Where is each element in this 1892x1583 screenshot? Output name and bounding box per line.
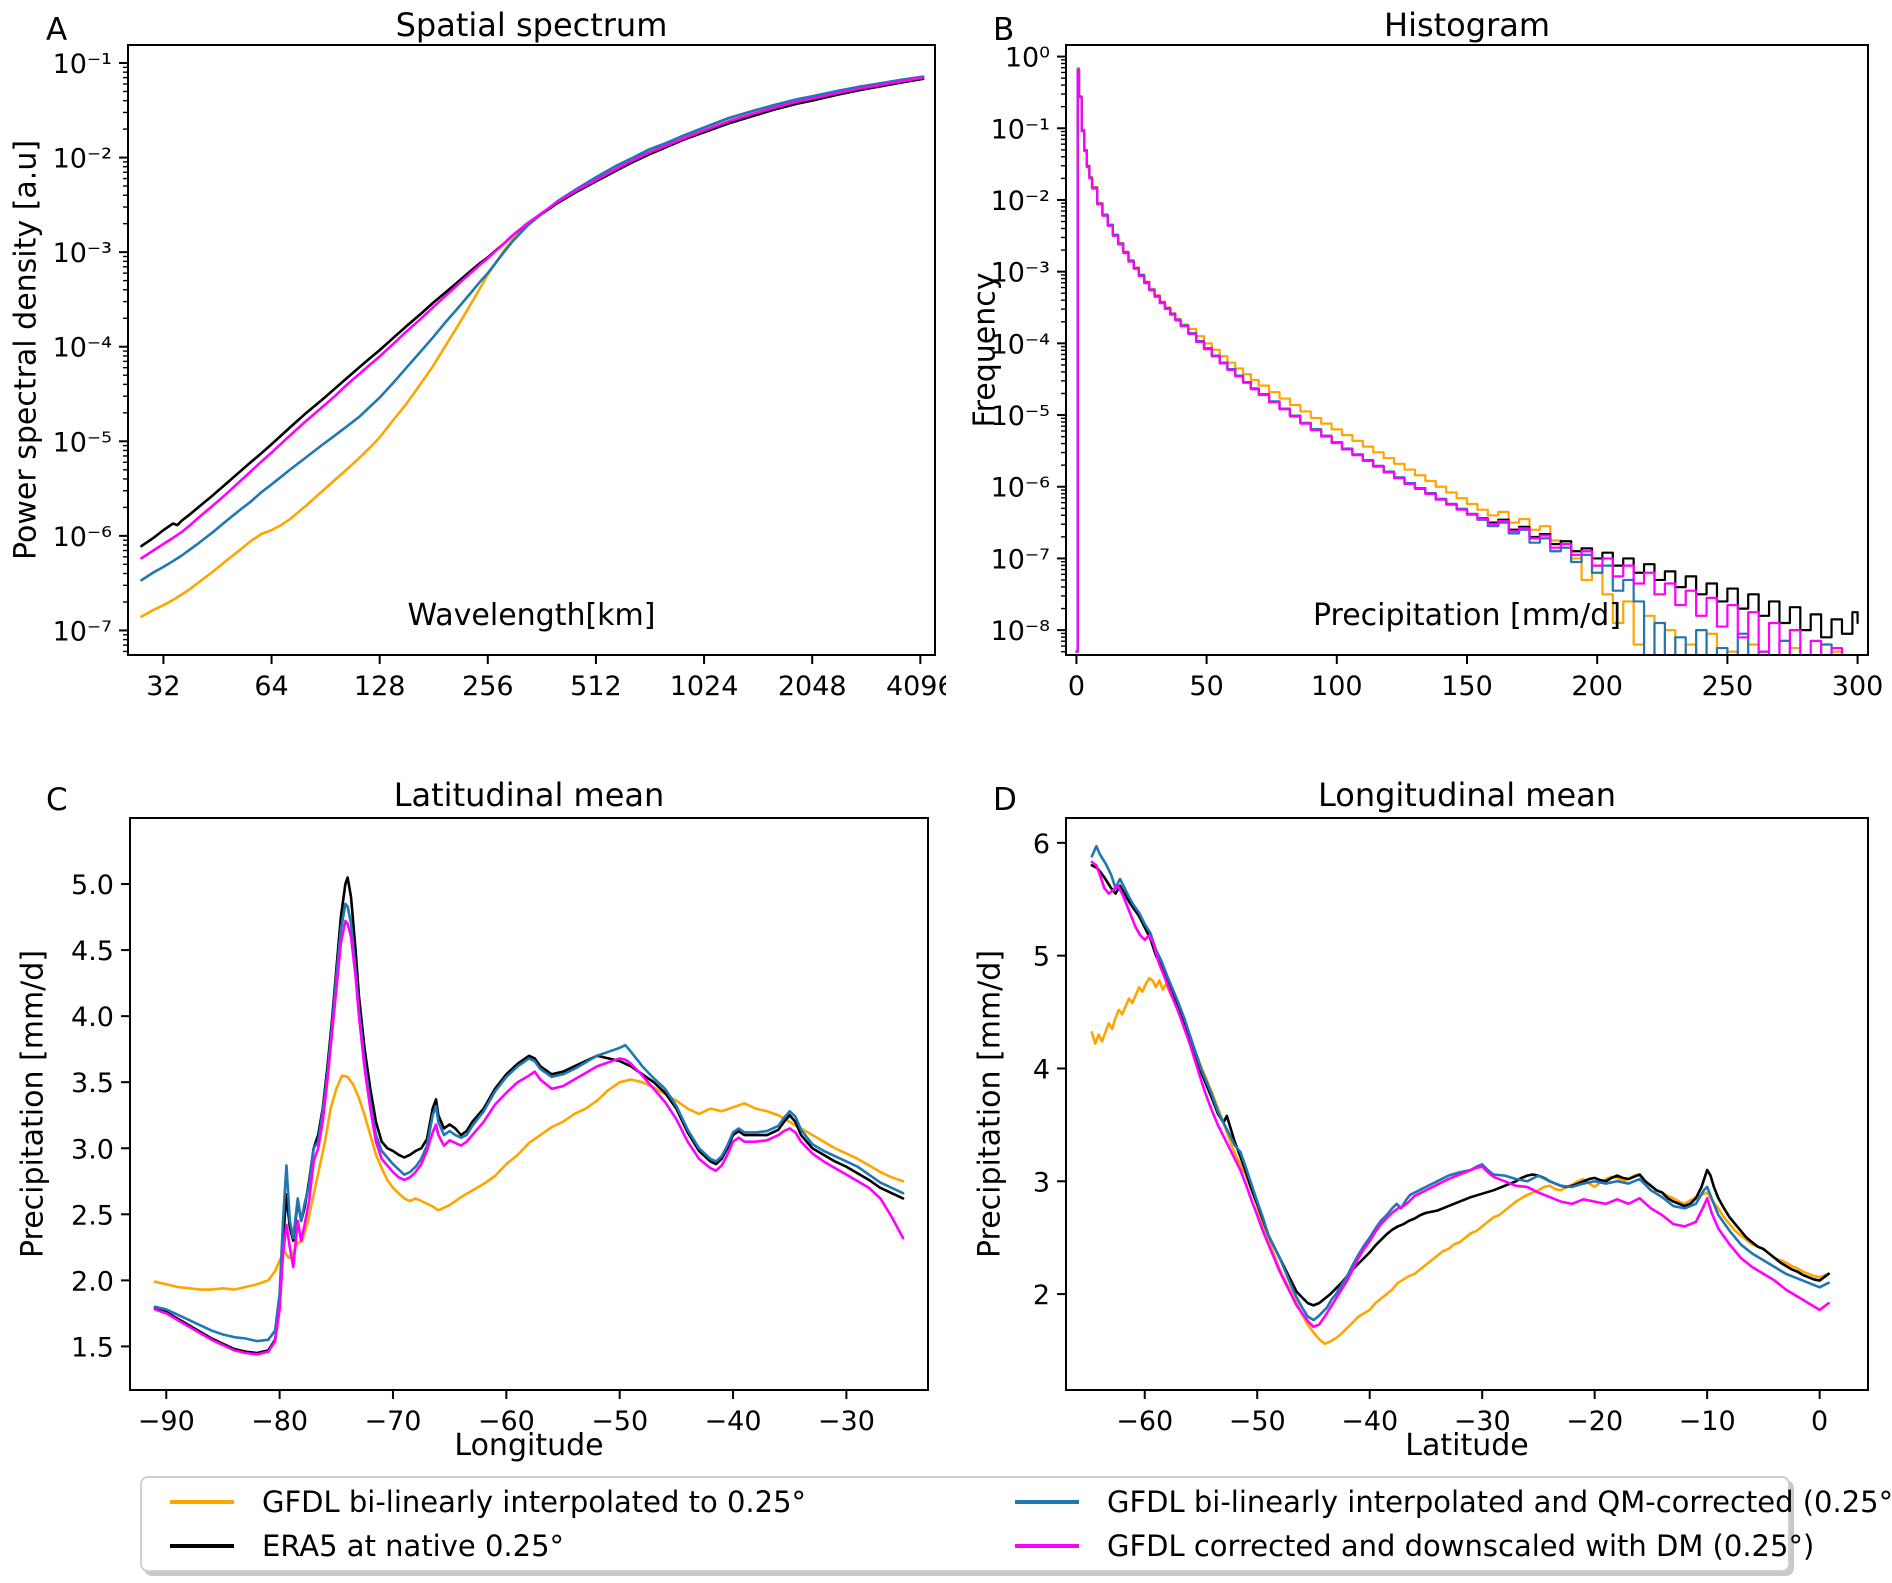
svg-text:3.0: 3.0 bbox=[71, 1134, 114, 1165]
svg-text:6: 6 bbox=[1033, 829, 1050, 860]
svg-text:256: 256 bbox=[462, 671, 514, 702]
legend-item-gfdl_dm: GFDL corrected and downscaled with DM (0… bbox=[1015, 1529, 1892, 1563]
panel-d-xlabel: Latitude bbox=[1405, 1428, 1529, 1463]
svg-text:2.0: 2.0 bbox=[71, 1266, 114, 1297]
panel-d-title: Longitudinal mean bbox=[1317, 776, 1617, 814]
svg-text:−30: −30 bbox=[818, 1406, 875, 1437]
svg-text:100: 100 bbox=[1311, 671, 1363, 702]
panel-c-plot: −90 −80 −70 −60 −50 −40 −30 1.5 2.0 2.5 3.0 3.5 4.0 4… bbox=[71, 817, 929, 1437]
svg-text:10⁻²: 10⁻² bbox=[53, 144, 112, 175]
panel-c-ylabel: Precipitation [mm/d] bbox=[15, 949, 51, 1259]
legend-label-gfdl_dm: GFDL corrected and downscaled with DM (0… bbox=[1107, 1529, 1815, 1563]
panel-a-letter: A bbox=[46, 12, 68, 48]
svg-text:10⁻⁶: 10⁻⁶ bbox=[991, 473, 1050, 504]
svg-text:2048: 2048 bbox=[778, 671, 847, 702]
svg-text:0: 0 bbox=[1811, 1406, 1828, 1437]
svg-text:−90: −90 bbox=[138, 1406, 195, 1437]
svg-text:2.5: 2.5 bbox=[71, 1200, 114, 1231]
svg-text:−10: −10 bbox=[1679, 1406, 1736, 1437]
svg-text:−20: −20 bbox=[1566, 1406, 1623, 1437]
svg-text:10⁻⁷: 10⁻⁷ bbox=[53, 616, 112, 647]
panel-c-xlabel: Longitude bbox=[454, 1428, 604, 1463]
svg-text:200: 200 bbox=[1571, 671, 1623, 702]
svg-text:10⁻¹: 10⁻¹ bbox=[991, 114, 1050, 145]
legend-label-era5: ERA5 at native 0.25° bbox=[262, 1529, 565, 1563]
svg-text:−70: −70 bbox=[364, 1406, 421, 1437]
panel-a-title: Spatial spectrum bbox=[395, 6, 668, 44]
svg-text:64: 64 bbox=[254, 671, 288, 702]
legend-swatch-era5 bbox=[170, 1544, 234, 1548]
svg-text:4.5: 4.5 bbox=[71, 936, 114, 967]
svg-text:3.5: 3.5 bbox=[71, 1068, 114, 1099]
svg-text:1024: 1024 bbox=[670, 671, 739, 702]
svg-text:2: 2 bbox=[1033, 1280, 1050, 1311]
legend-label-gfdl_interp: GFDL bi-linearly interpolated to 0.25° bbox=[262, 1485, 807, 1519]
panel-b-ylabel: Frequency bbox=[967, 272, 1003, 428]
svg-text:128: 128 bbox=[354, 671, 406, 702]
svg-text:1.5: 1.5 bbox=[71, 1332, 114, 1363]
svg-text:3: 3 bbox=[1033, 1167, 1050, 1198]
svg-text:−40: −40 bbox=[1341, 1406, 1398, 1437]
svg-text:512: 512 bbox=[570, 671, 622, 702]
panel-a-plot: 32 64 128 256 512 1024 2048 4096 10⁻¹ 10⁻² 10⁻³ 10⁻… bbox=[53, 44, 946, 702]
svg-text:4.0: 4.0 bbox=[71, 1002, 114, 1033]
svg-text:10⁻⁸: 10⁻⁸ bbox=[991, 616, 1050, 647]
svg-text:150: 150 bbox=[1441, 671, 1493, 702]
svg-text:50: 50 bbox=[1189, 671, 1223, 702]
panel-c-title: Latitudinal mean bbox=[393, 776, 665, 814]
svg-text:10⁻¹: 10⁻¹ bbox=[53, 49, 112, 80]
svg-text:250: 250 bbox=[1702, 671, 1754, 702]
svg-text:10⁻⁵: 10⁻⁵ bbox=[991, 401, 1050, 432]
svg-text:5: 5 bbox=[1033, 942, 1050, 973]
svg-text:4096: 4096 bbox=[886, 671, 946, 702]
svg-text:32: 32 bbox=[146, 671, 180, 702]
chart-legend: GFDL bi-linearly interpolated to 0.25° ER… bbox=[140, 1476, 1892, 1572]
svg-text:5.0: 5.0 bbox=[71, 870, 114, 901]
panel-c-letter: C bbox=[46, 782, 68, 818]
svg-text:10⁻⁴: 10⁻⁴ bbox=[991, 329, 1050, 360]
svg-text:300: 300 bbox=[1832, 671, 1884, 702]
svg-text:−30: −30 bbox=[1454, 1406, 1511, 1437]
legend-swatch-gfdl_dm bbox=[1015, 1544, 1079, 1548]
panel-d-letter: D bbox=[993, 782, 1017, 818]
svg-text:−60: −60 bbox=[478, 1406, 535, 1437]
panel-a-xlabel: Wavelength[km] bbox=[407, 598, 656, 633]
svg-text:10⁻⁵: 10⁻⁵ bbox=[53, 427, 112, 458]
legend-item-gfdl_interp: GFDL bi-linearly interpolated to 0.25° bbox=[170, 1485, 1015, 1519]
panel-b-title: Histogram bbox=[1384, 6, 1550, 44]
svg-text:−40: −40 bbox=[705, 1406, 762, 1437]
svg-text:10⁰: 10⁰ bbox=[1005, 43, 1050, 74]
svg-text:−50: −50 bbox=[591, 1406, 648, 1437]
svg-text:4: 4 bbox=[1033, 1054, 1050, 1085]
svg-text:−60: −60 bbox=[1116, 1406, 1173, 1437]
svg-text:10⁻⁶: 10⁻⁶ bbox=[53, 522, 112, 553]
svg-text:−50: −50 bbox=[1229, 1406, 1286, 1437]
panel-a-ylabel: Power spectral density [a.u] bbox=[8, 139, 44, 561]
svg-text:0: 0 bbox=[1068, 671, 1085, 702]
svg-text:10⁻⁷: 10⁻⁷ bbox=[991, 544, 1050, 575]
legend-item-gfdl_qm: GFDL bi-linearly interpolated and QM-cor… bbox=[1015, 1485, 1892, 1519]
panel-b-xlabel: Precipitation [mm/d] bbox=[1312, 598, 1622, 633]
legend-swatch-gfdl_qm bbox=[1015, 1500, 1079, 1504]
panel-b-plot: 0 50 100 150 200 250 300 10⁰ 10⁻¹ 10⁻² 10⁻³ 10⁻⁴ 10⁻… bbox=[991, 43, 1884, 702]
legend-label-gfdl_qm: GFDL bi-linearly interpolated and QM-cor… bbox=[1107, 1485, 1892, 1519]
panel-d-plot: −60 −50 −40 −30 −20 −10 0 2 3 4 5 6 bbox=[1033, 817, 1869, 1437]
panel-d-ylabel: Precipitation [mm/d] bbox=[972, 949, 1008, 1259]
svg-text:10⁻²: 10⁻² bbox=[991, 186, 1050, 217]
svg-text:−80: −80 bbox=[251, 1406, 308, 1437]
svg-text:10⁻⁴: 10⁻⁴ bbox=[53, 333, 112, 364]
svg-text:10⁻³: 10⁻³ bbox=[53, 238, 112, 269]
legend-swatch-gfdl_interp bbox=[170, 1500, 234, 1504]
svg-text:10⁻³: 10⁻³ bbox=[991, 258, 1050, 289]
panel-b-letter: B bbox=[993, 12, 1015, 48]
legend-item-era5: ERA5 at native 0.25° bbox=[170, 1529, 1015, 1563]
